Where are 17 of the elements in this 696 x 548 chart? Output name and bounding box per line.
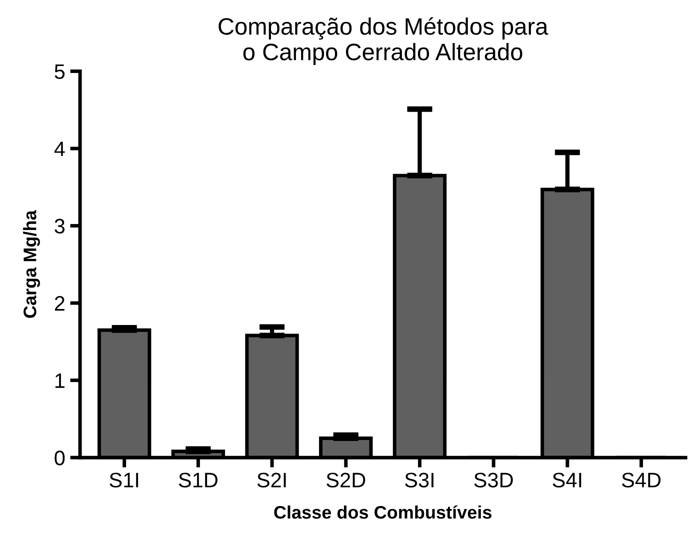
x-tick-label: S1I [110,472,138,488]
y-tick-label: 5 [54,64,65,79]
y-tick-label: 3 [54,218,65,234]
x-axis-title: Classe dos Combustíveis [274,505,492,519]
x-tick-label: S2D [326,472,366,488]
x-tick-label: S4I [552,472,582,488]
y-axis-title: Carga Mg/ha [23,210,40,318]
x-tick-label: S3I [405,472,434,488]
chart-title: Comparação dos Métodos para o Campo Cerrado Alterado [218,17,548,66]
y-tick-label: 0 [54,450,65,466]
y-tick-label: 1 [55,374,64,388]
x-tick-label: S3D [474,472,513,488]
x-tick-label: S4D [622,472,661,488]
y-tick-label: 2 [54,296,64,311]
y-tick-label: 4 [54,142,65,156]
x-tick-label: S2I [257,472,286,488]
x-tick-label: S1D [178,472,218,488]
